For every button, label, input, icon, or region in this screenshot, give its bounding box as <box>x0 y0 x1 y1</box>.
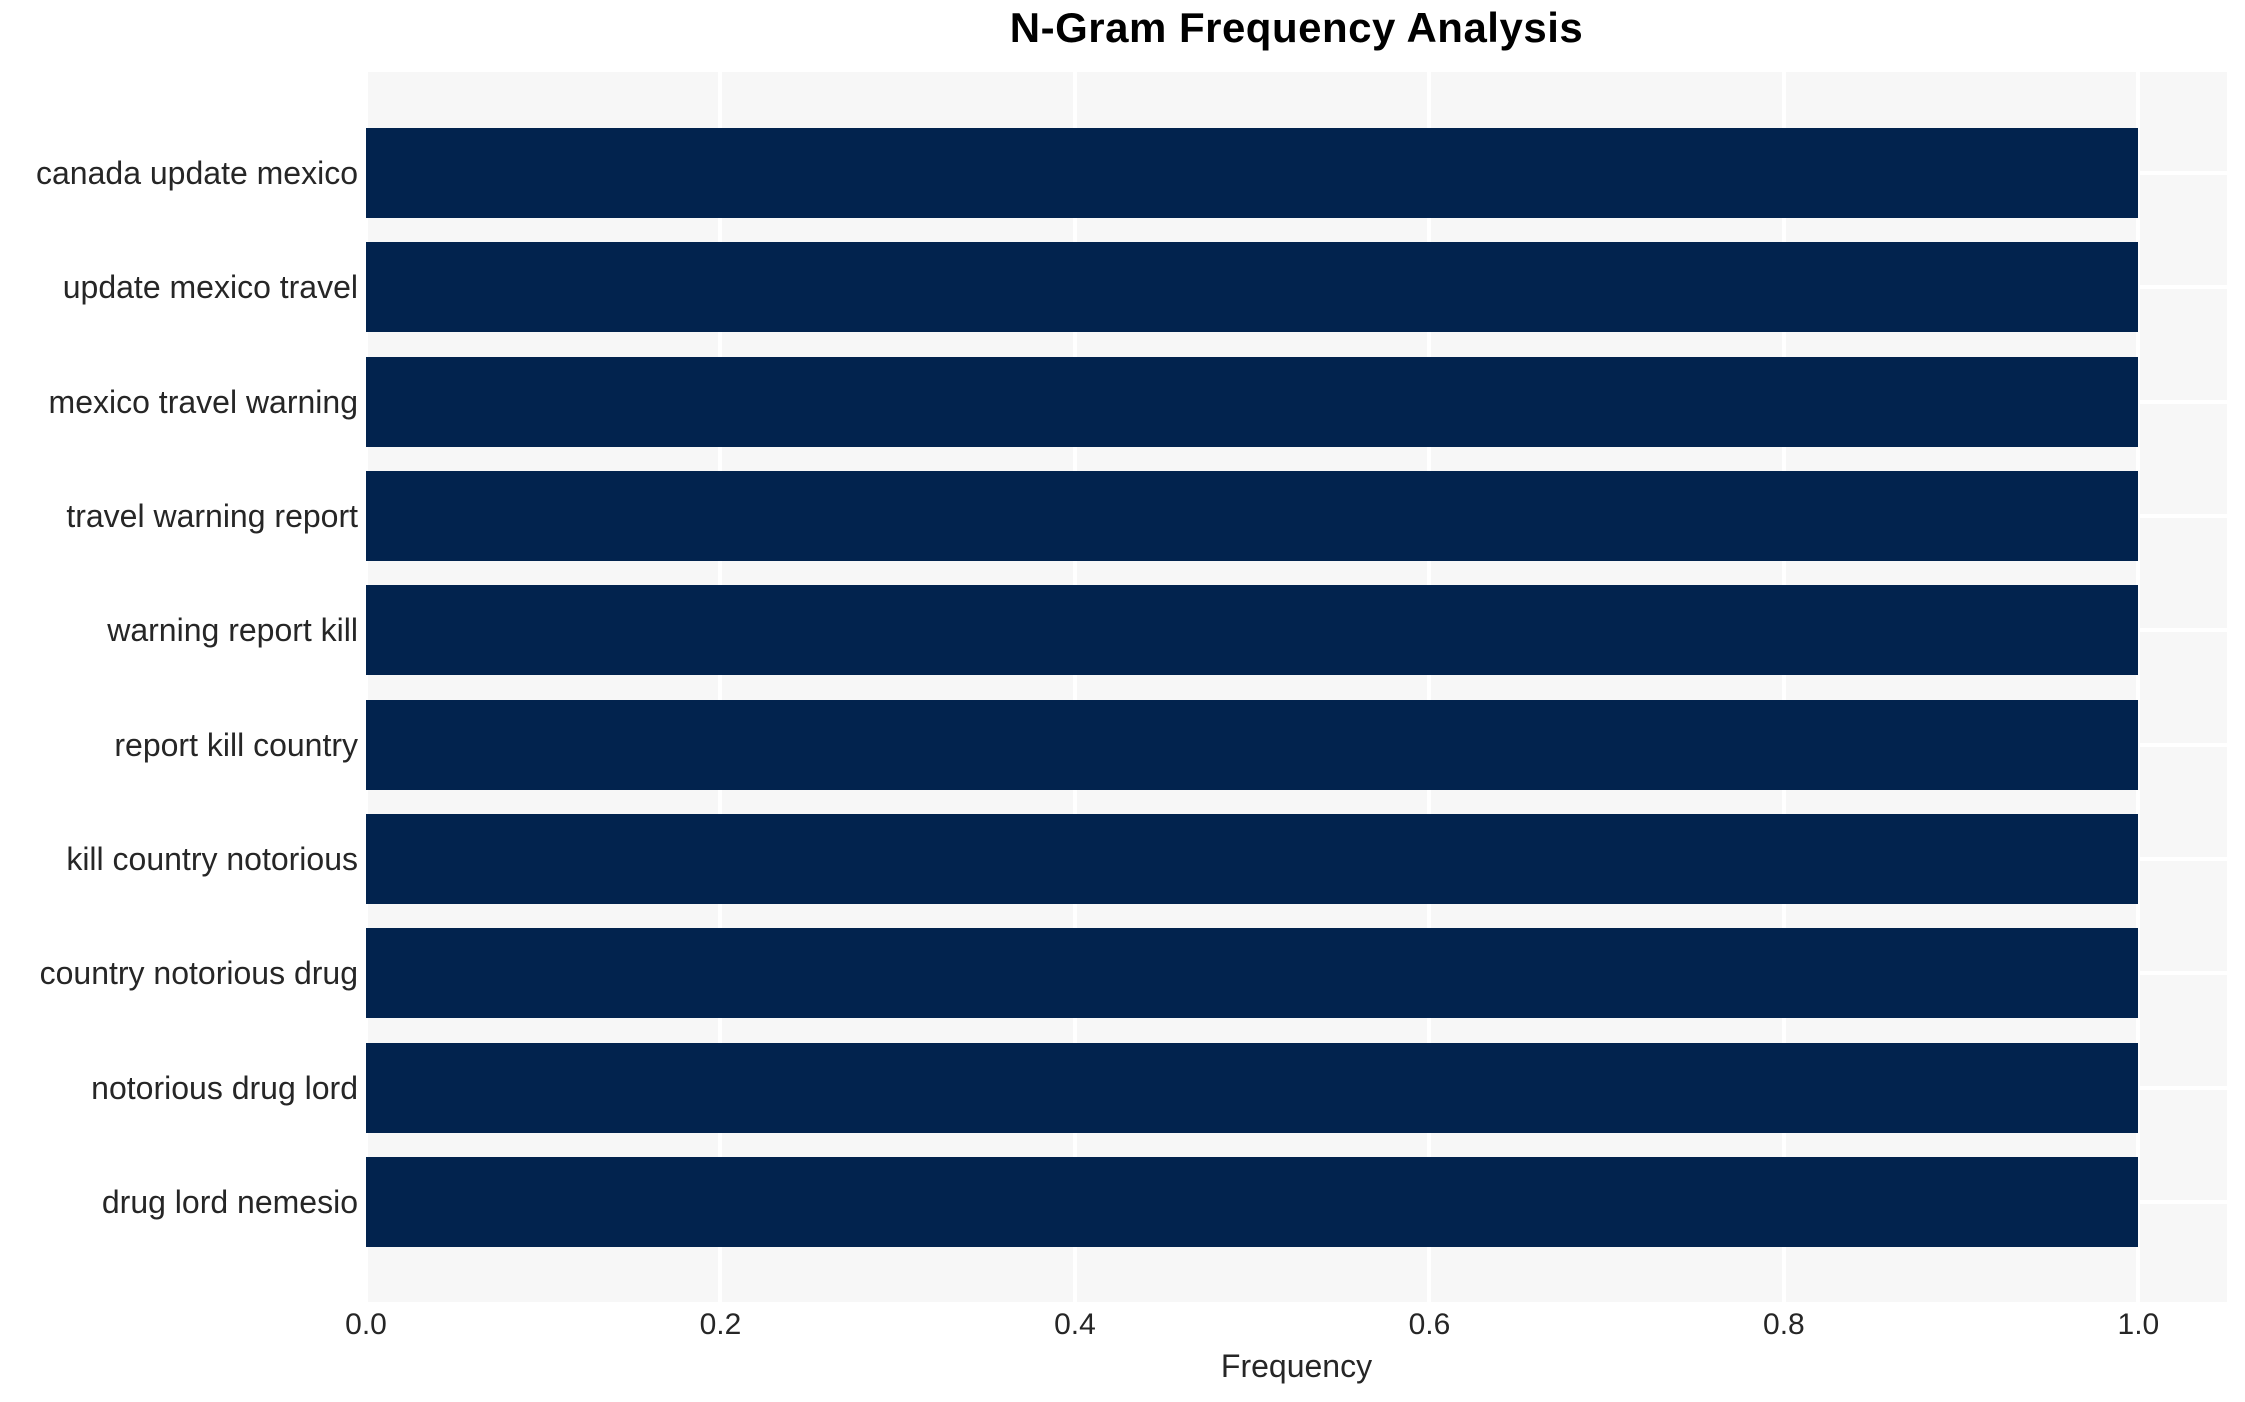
bar <box>366 356 2139 447</box>
x-axis-ticks: 0.0 0.2 0.4 0.6 0.8 1.0 <box>345 1308 2227 1348</box>
bar <box>366 585 2139 676</box>
bar <box>366 699 2139 790</box>
y-axis-labels: canada update mexico update mexico travel… <box>0 72 358 1302</box>
y-axis-category-label: drug lord nemesio <box>101 1184 358 1220</box>
bar <box>366 242 2139 333</box>
vertical-gridline <box>1072 72 1077 1302</box>
x-axis-tick-label: 1.0 <box>2117 1308 2160 1341</box>
bar <box>366 814 2139 904</box>
vertical-gridline <box>364 72 368 1302</box>
x-axis-tick-label: 0.8 <box>1763 1308 1805 1341</box>
vertical-gridline <box>1427 72 1432 1302</box>
bar <box>366 128 2139 218</box>
y-axis-category-label: travel warning report <box>66 498 358 534</box>
bar <box>366 471 2139 561</box>
y-axis-category-label: notorious drug lord <box>91 1069 358 1106</box>
x-axis-tick-label: 0.6 <box>1408 1308 1451 1341</box>
y-axis-category-label: canada update mexico <box>36 155 358 191</box>
bar <box>366 928 2139 1019</box>
plot-area <box>364 72 2227 1302</box>
y-axis-category-label: report kill country <box>114 726 358 763</box>
x-axis-title: Frequency <box>1220 1348 1373 1384</box>
bar <box>366 1157 2139 1247</box>
vertical-gridline <box>1781 72 1786 1302</box>
vertical-gridline <box>2136 72 2141 1302</box>
chart-title: N-Gram Frequency Analysis <box>1009 4 1584 51</box>
bar <box>366 1042 2139 1133</box>
y-axis-category-label: warning report kill <box>107 612 358 649</box>
x-axis-tick-label: 0.4 <box>1054 1308 1096 1341</box>
y-axis-category-label: kill country notorious <box>66 841 358 877</box>
y-axis-category-label: mexico travel warning <box>48 383 358 420</box>
x-axis-tick-label: 0.2 <box>699 1308 742 1341</box>
x-axis-tick-label: 0.0 <box>345 1308 387 1341</box>
y-axis-category-label: update mexico travel <box>62 269 358 306</box>
vertical-gridline <box>718 72 723 1302</box>
y-axis-category-label: country notorious drug <box>39 955 358 992</box>
